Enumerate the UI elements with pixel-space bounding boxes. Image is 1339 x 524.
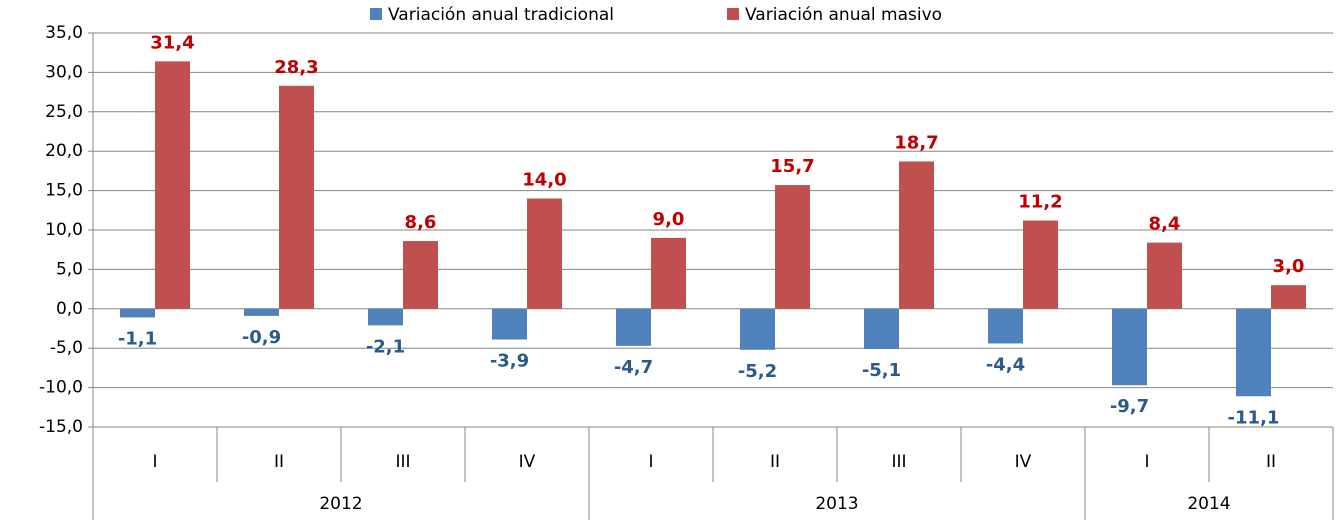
x-tick-label: II [274,452,284,472]
x-tick-label: I [1144,452,1149,472]
bar [651,237,686,309]
value-label: -3,9 [490,351,529,372]
y-tick-label: 25,0 [45,102,83,122]
legend-label: Variación anual tradicional [388,5,614,25]
value-label: 9,0 [653,209,685,230]
y-tick-label: -10,0 [39,378,83,398]
value-label: 15,7 [770,156,814,177]
value-label: -11,1 [1228,407,1280,428]
x-tick-label: II [1266,452,1276,472]
x-tick-label: IV [519,452,536,472]
y-tick-label: -5,0 [50,338,83,358]
y-tick-label: 0,0 [56,299,83,319]
value-label: 8,6 [405,212,437,233]
bar [120,308,155,318]
x-tick-label: III [395,452,410,472]
value-label: -5,2 [738,361,777,382]
value-label: -2,1 [366,336,405,357]
legend-swatch [727,8,739,20]
x-tick-label: I [648,452,653,472]
bar [155,61,190,309]
x-group-label: 2012 [319,494,362,514]
value-label: 31,4 [150,32,194,53]
value-label: -4,7 [614,357,653,378]
y-tick-label: 20,0 [45,141,83,161]
bar [279,85,314,309]
bar [1023,220,1058,309]
legend-label: Variación anual masivo [745,5,942,25]
value-label: -9,7 [1110,396,1149,417]
value-label: -4,4 [986,354,1025,375]
x-group-label: 2013 [815,494,858,514]
bar [988,308,1023,344]
bar [1271,285,1306,309]
bar [492,308,527,340]
x-group-label: 2014 [1187,494,1230,514]
value-label: 8,4 [1149,214,1181,235]
value-label: 14,0 [522,169,566,190]
y-tick-label: 15,0 [45,181,83,201]
legend-swatch [370,8,382,20]
bar [899,161,934,309]
x-tick-label: III [891,452,906,472]
value-label: 3,0 [1273,256,1305,277]
bar [244,308,279,316]
bar [1236,308,1271,397]
x-tick-label: IV [1015,452,1032,472]
x-tick-label: I [152,452,157,472]
bar [1147,242,1182,309]
bar [1112,308,1147,386]
value-label: 28,3 [274,57,318,78]
bar [864,308,899,349]
x-tick-label: II [770,452,780,472]
bar [616,308,651,346]
bar [527,198,562,309]
bar [368,308,403,326]
bar [775,185,810,309]
value-label: -0,9 [242,327,281,348]
value-label: 11,2 [1018,192,1062,213]
bar [403,241,438,309]
value-label: -1,1 [118,328,157,349]
y-tick-label: 30,0 [45,62,83,82]
y-tick-label: 35,0 [45,23,83,43]
value-label: -5,1 [862,360,901,381]
y-tick-label: -15,0 [39,417,83,437]
bar [740,308,775,350]
value-label: 18,7 [894,132,938,153]
y-tick-label: 5,0 [56,259,83,279]
y-tick-label: 10,0 [45,220,83,240]
